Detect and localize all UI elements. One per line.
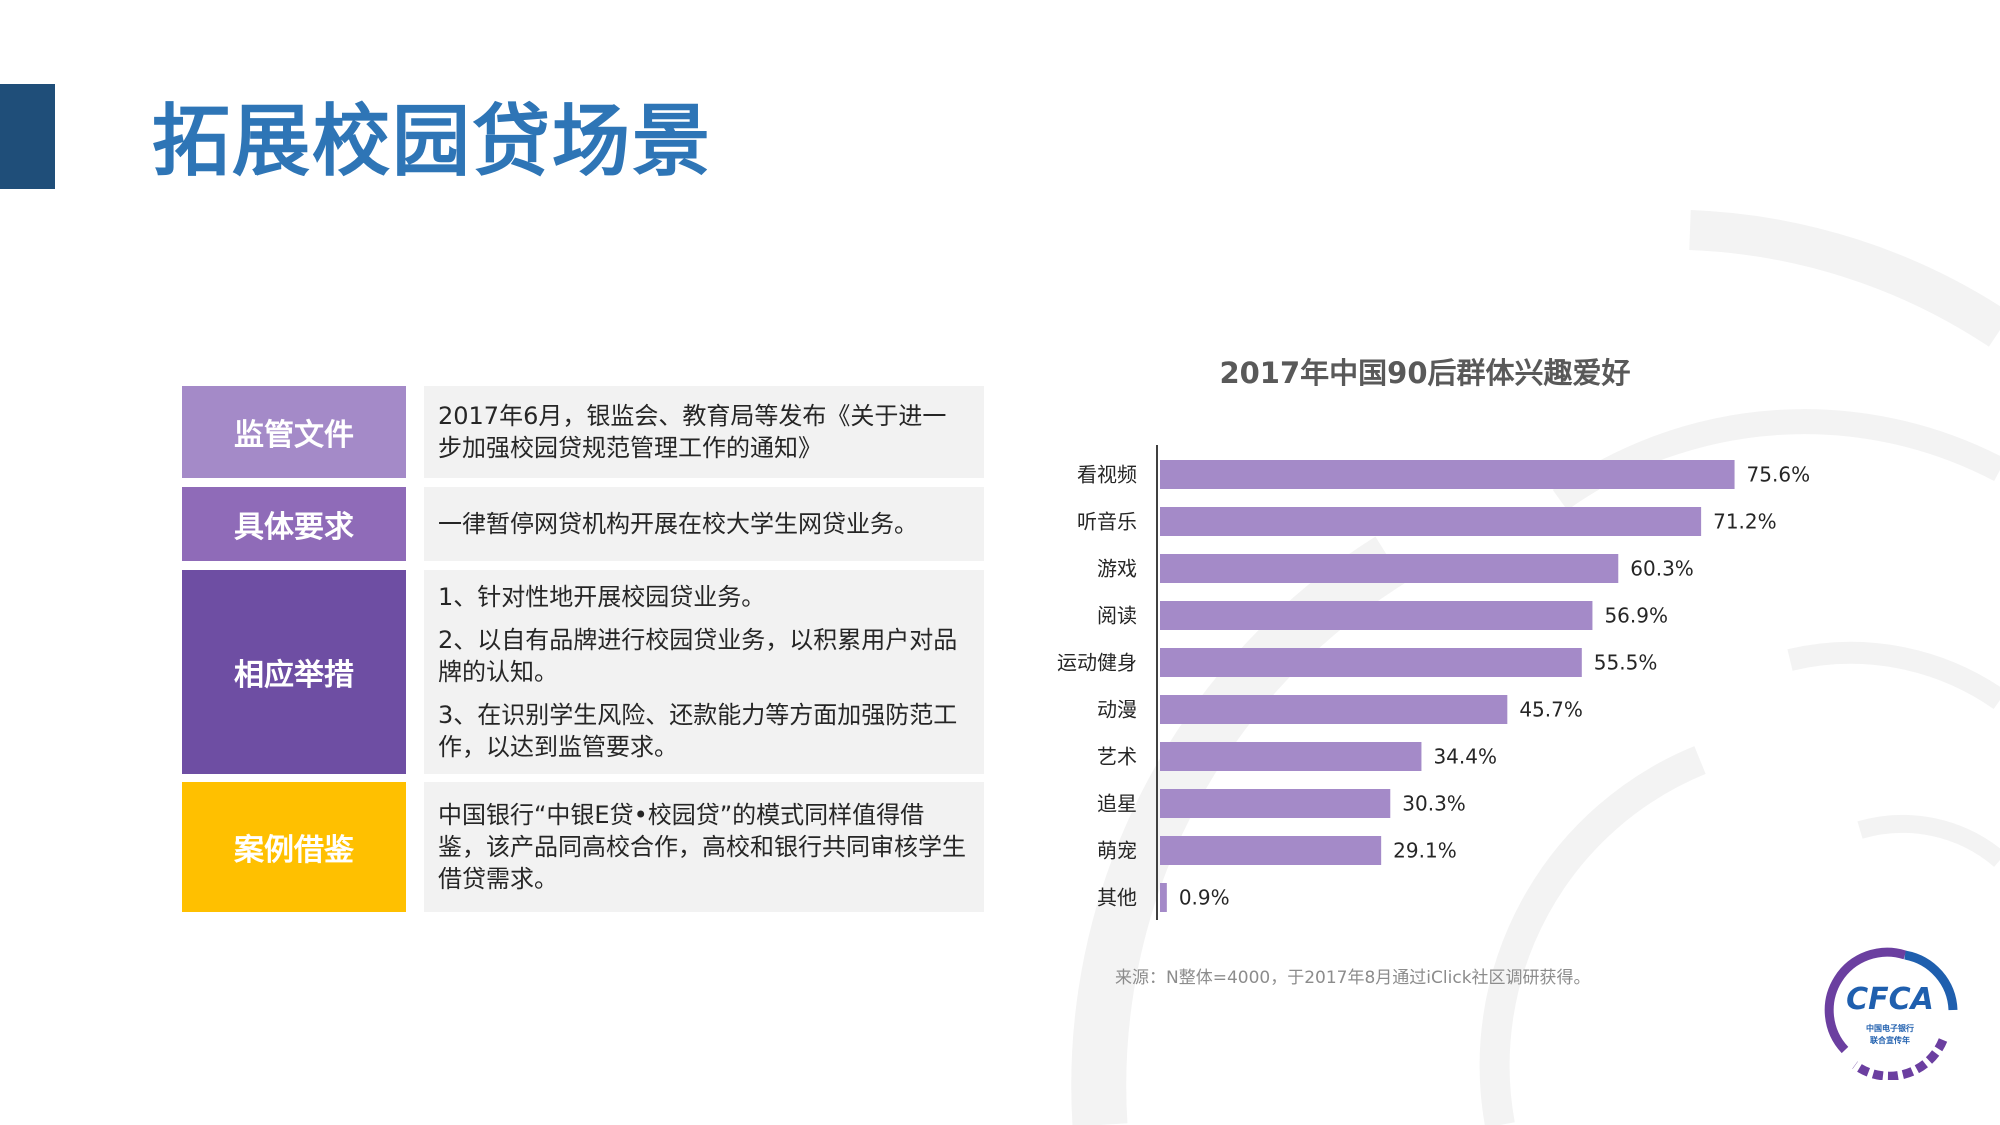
- row-label: 监管文件: [182, 386, 406, 478]
- value-label: 34.4%: [1433, 745, 1497, 769]
- category-label: 其他: [1097, 886, 1137, 910]
- bar: [1160, 883, 1167, 912]
- category-label: 游戏: [1097, 557, 1137, 581]
- row-text: 3、在识别学生风险、还款能力等方面加强防范工作，以达到监管要求。: [438, 701, 958, 761]
- category-label: 动漫: [1097, 698, 1137, 722]
- bar: [1160, 601, 1593, 630]
- category-label: 看视频: [1077, 463, 1137, 487]
- category-label: 听音乐: [1077, 510, 1137, 534]
- bar: [1160, 742, 1422, 771]
- row-label: 案例借鉴: [182, 782, 406, 912]
- bar: [1160, 460, 1735, 489]
- category-label: 追星: [1097, 792, 1137, 816]
- value-label: 45.7%: [1519, 698, 1583, 722]
- category-label: 萌宠: [1097, 839, 1137, 863]
- value-label: 30.3%: [1402, 792, 1466, 816]
- category-label: 艺术: [1097, 745, 1137, 769]
- bar: [1160, 695, 1508, 724]
- bar: [1160, 507, 1702, 536]
- row-label: 具体要求: [182, 487, 406, 561]
- value-label: 75.6%: [1747, 463, 1811, 487]
- table-row: 监管文件 2017年6月，银监会、教育局等发布《关于进一步加强校园贷规范管理工作…: [182, 386, 984, 478]
- row-content: 一律暂停网贷机构开展在校大学生网贷业务。: [424, 487, 984, 561]
- logo-text: CFCA: [1846, 982, 1934, 1017]
- source-note: 来源：N整体=4000，于2017年8月通过iClick社区调研获得。: [1115, 968, 1591, 988]
- table-row: 相应举措 1、针对性地开展校园贷业务。 2、以自有品牌进行校园贷业务，以积累用户…: [182, 570, 984, 774]
- bar: [1160, 554, 1619, 583]
- value-label: 60.3%: [1630, 557, 1694, 581]
- page-title: 拓展校园贷场景: [152, 97, 713, 187]
- value-label: 29.1%: [1393, 839, 1457, 863]
- row-text: 1、针对性地开展校园贷业务。: [438, 583, 766, 611]
- bar: [1160, 648, 1582, 677]
- bar: [1160, 789, 1391, 818]
- category-label: 阅读: [1097, 604, 1137, 628]
- logo-subtext: 联合宣传年: [1870, 1036, 1910, 1045]
- row-content: 2017年6月，银监会、教育局等发布《关于进一步加强校园贷规范管理工作的通知》: [424, 386, 984, 478]
- category-label: 运动健身: [1057, 651, 1137, 675]
- value-label: 71.2%: [1713, 510, 1777, 534]
- row-label: 相应举措: [182, 570, 406, 774]
- table-row: 案例借鉴 中国银行“中银E贷•校园贷”的模式同样值得借鉴，该产品同高校合作，高校…: [182, 782, 984, 912]
- cfca-logo: CFCA 中国电子银行 联合宣传年: [1815, 940, 1965, 1081]
- row-content: 1、针对性地开展校园贷业务。 2、以自有品牌进行校园贷业务，以积累用户对品牌的认…: [424, 570, 984, 774]
- row-text: 2、以自有品牌进行校园贷业务，以积累用户对品牌的认知。: [438, 626, 958, 686]
- logo-ring-icon: [1824, 947, 1958, 1081]
- row-text: 中国银行“中银E贷•校园贷”的模式同样值得借鉴，该产品同高校合作，高校和银行共同…: [438, 801, 966, 893]
- row-text: 一律暂停网贷机构开展在校大学生网贷业务。: [438, 510, 918, 538]
- value-label: 56.9%: [1604, 604, 1668, 628]
- row-text: 2017年6月，银监会、教育局等发布《关于进一步加强校园贷规范管理工作的通知》: [438, 402, 947, 462]
- bar-chart: 看视频 75.6% 听音乐 71.2% 游戏 60.3% 阅读 56.9% 运动健身 55.5% 动…: [1057, 445, 1811, 920]
- value-label: 55.5%: [1594, 651, 1658, 675]
- logo-subtext: 中国电子银行: [1866, 1024, 1914, 1033]
- row-content: 中国银行“中银E贷•校园贷”的模式同样值得借鉴，该产品同高校合作，高校和银行共同…: [424, 782, 984, 912]
- title-accent-bar: [0, 84, 55, 189]
- bar: [1160, 836, 1382, 865]
- value-label: 0.9%: [1179, 886, 1230, 910]
- table-row: 具体要求 一律暂停网贷机构开展在校大学生网贷业务。: [182, 487, 984, 561]
- chart-title: 2017年中国90后群体兴趣爱好: [1219, 356, 1631, 390]
